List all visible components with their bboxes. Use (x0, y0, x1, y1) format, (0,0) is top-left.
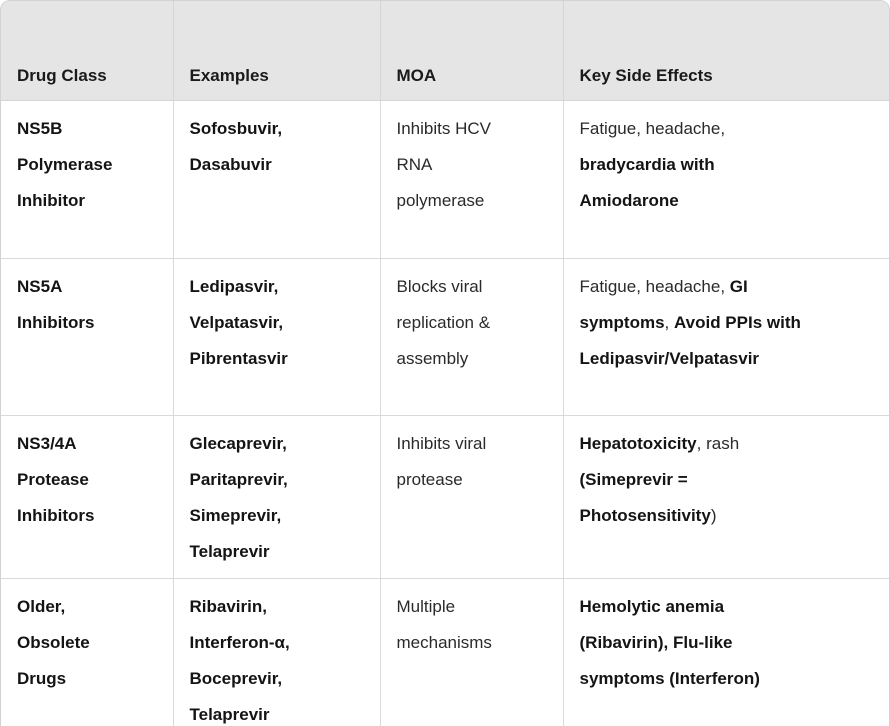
bold-text-run: Hepatotoxicity (579, 434, 697, 453)
bold-text-run: Sofosbuvir, Dasabuvir (189, 119, 283, 174)
cell-examples: Ribavirin, Interferon-α, Boceprevir, Tel… (172, 578, 381, 726)
bold-text-run: NS3/4A Protease Inhibitors (17, 434, 95, 525)
cell-drug-class: NS3/4A Protease Inhibitors (1, 415, 174, 579)
cell-examples: Glecaprevir, Paritaprevir, Simeprevir, T… (172, 415, 381, 579)
table-row: NS3/4A Protease Inhibitors Glecaprevir, P… (1, 415, 889, 579)
bold-text-run: Hemolytic anemia (Ribavirin), Flu-like s… (579, 597, 760, 688)
cell-drug-class: Older, Obsolete Drugs (1, 578, 174, 726)
cell-key-side-effects: Fatigue, headache, GI symptoms, Avoid PP… (562, 258, 889, 416)
cell-key-side-effects: Hemolytic anemia (Ribavirin), Flu-like s… (562, 578, 889, 726)
bold-text-run: GI symptoms (579, 277, 748, 332)
table-row: Older, Obsolete Drugs Ribavirin, Interfer… (1, 578, 889, 726)
text-run: Inhibits viral protease (396, 434, 487, 489)
cell-key-side-effects: Hepatotoxicity, rash (Simeprevir = Photo… (562, 415, 889, 579)
column-header-moa: MOA (379, 1, 564, 101)
bold-text-run: Avoid PPIs with Ledipasvir/Velpatasvir (579, 313, 801, 368)
cell-key-side-effects: Fatigue, headache, bradycardia with Amio… (562, 100, 889, 259)
cell-examples: Sofosbuvir, Dasabuvir (172, 100, 381, 259)
cell-moa: Inhibits viral protease (379, 415, 564, 579)
bold-text-run: NS5B Polymerase Inhibitor (17, 119, 113, 210)
bold-text-run: bradycardia with Amiodarone (579, 155, 715, 210)
table-body: NS5B Polymerase Inhibitor Sofosbuvir, Das… (1, 100, 889, 726)
bold-text-run: NS5A Inhibitors (17, 277, 95, 332)
cell-drug-class: NS5A Inhibitors (1, 258, 174, 416)
text-run: ) (710, 506, 717, 525)
text-run: Multiple mechanisms (396, 597, 492, 652)
table-row: NS5B Polymerase Inhibitor Sofosbuvir, Das… (1, 100, 889, 259)
column-header-key-side-effects: Key Side Effects (562, 1, 889, 101)
text-run: Blocks viral replication & assembly (396, 277, 491, 368)
text-run: Inhibits HCV RNA polymerase (396, 119, 491, 210)
cell-drug-class: NS5B Polymerase Inhibitor (1, 100, 174, 259)
text-run: Fatigue, headache, (579, 119, 726, 138)
table-row: NS5A Inhibitors Ledipasvir, Velpatasvir, … (1, 258, 889, 416)
text-run: Fatigue, headache, (579, 277, 730, 296)
table-header-row: Drug Class Examples MOA Key Side Effects (1, 1, 889, 101)
text-run: , (664, 313, 674, 332)
bold-text-run: Ribavirin, Interferon-α, Boceprevir, Tel… (189, 597, 290, 724)
bold-text-run: Older, Obsolete Drugs (17, 597, 90, 688)
bold-text-run: (Simeprevir = Photosensitivity (579, 470, 711, 525)
cell-moa: Multiple mechanisms (379, 578, 564, 726)
bold-text-run: Glecaprevir, Paritaprevir, Simeprevir, T… (189, 434, 288, 561)
cell-moa: Inhibits HCV RNA polymerase (379, 100, 564, 259)
cell-moa: Blocks viral replication & assembly (379, 258, 564, 416)
cell-examples: Ledipasvir, Velpatasvir, Pibrentasvir (172, 258, 381, 416)
text-run: , rash (696, 434, 740, 453)
bold-text-run: Ledipasvir, Velpatasvir, Pibrentasvir (189, 277, 288, 368)
column-header-drug-class: Drug Class (1, 1, 174, 101)
column-header-examples: Examples (172, 1, 381, 101)
